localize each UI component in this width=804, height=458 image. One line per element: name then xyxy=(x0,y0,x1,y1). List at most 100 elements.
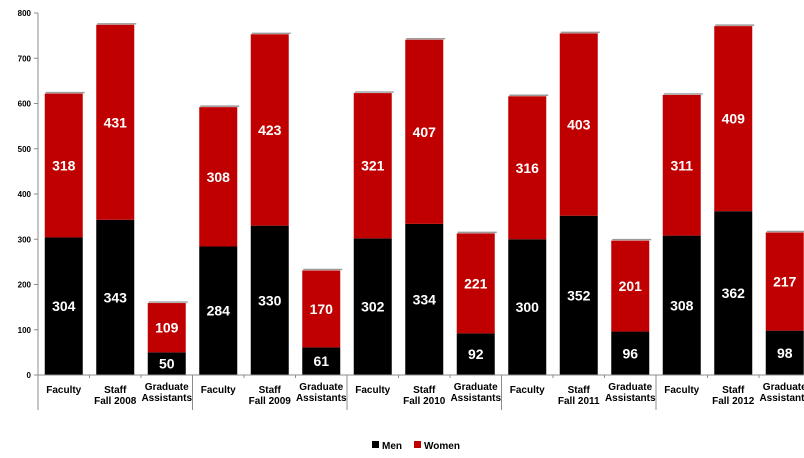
bar-women xyxy=(559,33,598,216)
category-label: Staff xyxy=(568,385,591,396)
bar-men xyxy=(714,211,753,375)
bar-women xyxy=(96,24,135,220)
data-label-women: 311 xyxy=(670,157,693,173)
group-label: Fall 2009 xyxy=(249,396,292,407)
data-label-women: 170 xyxy=(310,301,334,317)
bar-women xyxy=(456,233,495,334)
data-label-women: 407 xyxy=(413,124,437,140)
data-label-men: 308 xyxy=(670,297,694,313)
bar-women xyxy=(714,26,753,212)
bar-women xyxy=(147,303,186,353)
bar-men xyxy=(250,225,289,375)
y-tick-label: 200 xyxy=(18,281,32,290)
y-tick-label: 0 xyxy=(27,371,32,380)
category-label: Staff xyxy=(722,385,745,396)
category-label: Faculty xyxy=(201,385,236,396)
data-label-women: 318 xyxy=(52,157,76,173)
legend-swatch-women xyxy=(414,441,421,448)
y-tick-label: 800 xyxy=(18,9,32,18)
data-label-women: 423 xyxy=(258,122,282,138)
data-label-women: 316 xyxy=(516,160,540,176)
bar-men xyxy=(662,235,701,375)
bar-women xyxy=(353,93,392,239)
bar-men xyxy=(96,219,135,375)
category-label: Staff xyxy=(413,385,436,396)
bar-women xyxy=(611,240,650,332)
data-label-women: 221 xyxy=(464,275,488,291)
data-label-women: 217 xyxy=(773,274,797,290)
y-tick-label: 700 xyxy=(18,54,32,63)
bar-women xyxy=(662,94,701,236)
category-label: Faculty xyxy=(355,385,390,396)
bar-men xyxy=(508,239,547,375)
data-label-men: 343 xyxy=(104,289,128,305)
legend: Men Women xyxy=(372,441,460,452)
y-axis: 0 100 200 300 400 500 600 700 800 xyxy=(18,9,39,380)
bar-women xyxy=(302,270,341,348)
bar-women xyxy=(199,107,238,247)
data-label-men: 284 xyxy=(207,303,231,319)
group-label: Fall 2010 xyxy=(403,396,446,407)
bar-men xyxy=(353,238,392,375)
bar-women xyxy=(405,39,444,224)
data-label-men: 61 xyxy=(313,353,329,369)
category-label: Assistants xyxy=(759,393,804,404)
data-label-women: 201 xyxy=(619,278,643,294)
category-label: Graduate xyxy=(454,382,498,393)
data-label-men: 352 xyxy=(567,287,591,303)
category-label: Assistants xyxy=(450,393,501,404)
category-label: Graduate xyxy=(299,382,343,393)
bar-men xyxy=(456,333,495,375)
y-tick-label: 400 xyxy=(18,190,32,199)
data-label-men: 302 xyxy=(361,299,385,315)
category-label: Graduate xyxy=(608,382,652,393)
bar-series: 304 318 343 431 50 109 284 308 330 423 61 170 302 321… xyxy=(44,23,804,375)
y-tick-label: 600 xyxy=(18,100,32,109)
y-tick-label: 300 xyxy=(18,235,32,244)
category-label: Faculty xyxy=(664,385,699,396)
y-tick-label: 500 xyxy=(18,145,32,154)
bar-women xyxy=(44,93,83,238)
group-label: Fall 2008 xyxy=(94,396,137,407)
group-label: Fall 2011 xyxy=(558,396,600,407)
bar-men xyxy=(44,237,83,375)
data-label-women: 431 xyxy=(104,114,128,130)
legend-label-men: Men xyxy=(382,441,402,452)
data-label-women: 109 xyxy=(155,320,179,336)
data-label-women: 409 xyxy=(722,111,746,127)
category-label: Graduate xyxy=(763,382,804,393)
data-label-men: 362 xyxy=(722,285,746,301)
group-label: Fall 2012 xyxy=(712,396,755,407)
y-tick-label: 100 xyxy=(18,326,32,335)
category-label: Graduate xyxy=(145,382,189,393)
category-label: Faculty xyxy=(510,385,545,396)
data-label-men: 92 xyxy=(468,346,484,362)
bar-men xyxy=(405,223,444,375)
data-label-men: 96 xyxy=(622,345,638,361)
bar-women xyxy=(508,96,547,240)
bar-men xyxy=(765,330,804,375)
bar-men xyxy=(199,246,238,375)
bar-men xyxy=(302,347,341,375)
category-label: Faculty xyxy=(46,385,81,396)
legend-swatch-men xyxy=(372,441,379,448)
bar-women xyxy=(765,232,804,331)
data-label-women: 321 xyxy=(361,158,385,174)
category-label: Staff xyxy=(104,385,127,396)
data-label-men: 330 xyxy=(258,292,282,308)
category-label: Staff xyxy=(259,385,282,396)
category-label: Assistants xyxy=(605,393,656,404)
category-label: Assistants xyxy=(141,393,192,404)
data-label-men: 98 xyxy=(777,345,793,361)
legend-label-women: Women xyxy=(424,441,460,452)
bar-men xyxy=(611,331,650,375)
data-label-men: 334 xyxy=(413,291,437,307)
data-label-men: 50 xyxy=(159,356,175,372)
data-label-women: 403 xyxy=(567,117,591,133)
category-label: Assistants xyxy=(296,393,347,404)
bar-men xyxy=(147,352,186,375)
data-label-men: 304 xyxy=(52,298,76,314)
data-label-women: 308 xyxy=(207,169,231,185)
bar-men xyxy=(559,215,598,375)
